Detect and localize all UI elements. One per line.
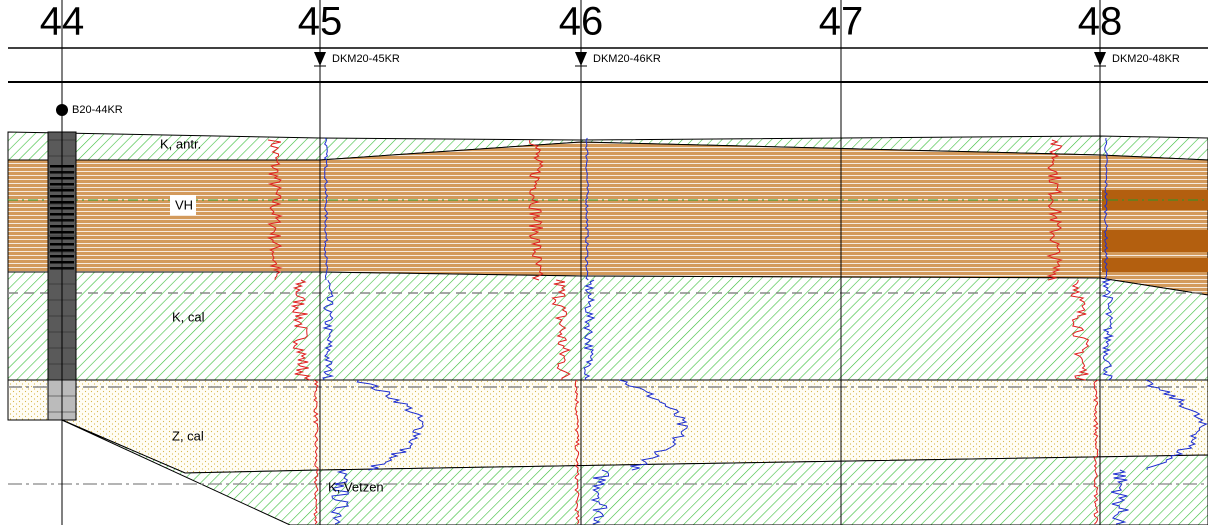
well-label: DKM20-45KR: [332, 53, 400, 65]
layer-label: K, antr.: [160, 136, 201, 151]
well-label: DKM20-46KR: [593, 53, 661, 65]
cross-section: 44 45 46 47 48 DKM20-45KR DKM20-46KR DKM20-48KR…: [0, 0, 1208, 525]
station-label: 48: [1078, 0, 1123, 44]
layer-k-cal: [8, 272, 1208, 380]
well-marker: [575, 52, 587, 66]
station-label: 46: [559, 0, 604, 44]
station-label: 47: [819, 0, 864, 44]
layer-label: K, cal: [172, 309, 205, 324]
brown-band: [1102, 230, 1208, 252]
station-label: 44: [40, 0, 85, 44]
layers: [8, 132, 1208, 525]
layer-label: Z, cal: [172, 428, 204, 443]
borehole-marker: [56, 104, 68, 116]
layer-label: VH: [175, 197, 193, 212]
well-marker: [314, 52, 326, 66]
station-label: 45: [298, 0, 343, 44]
well-marker: [1094, 52, 1106, 66]
layer-label: K, Vetzen: [328, 479, 384, 494]
borehole-label: B20-44KR: [72, 104, 123, 116]
well-label: DKM20-48KR: [1112, 53, 1180, 65]
brown-band: [1102, 258, 1208, 272]
